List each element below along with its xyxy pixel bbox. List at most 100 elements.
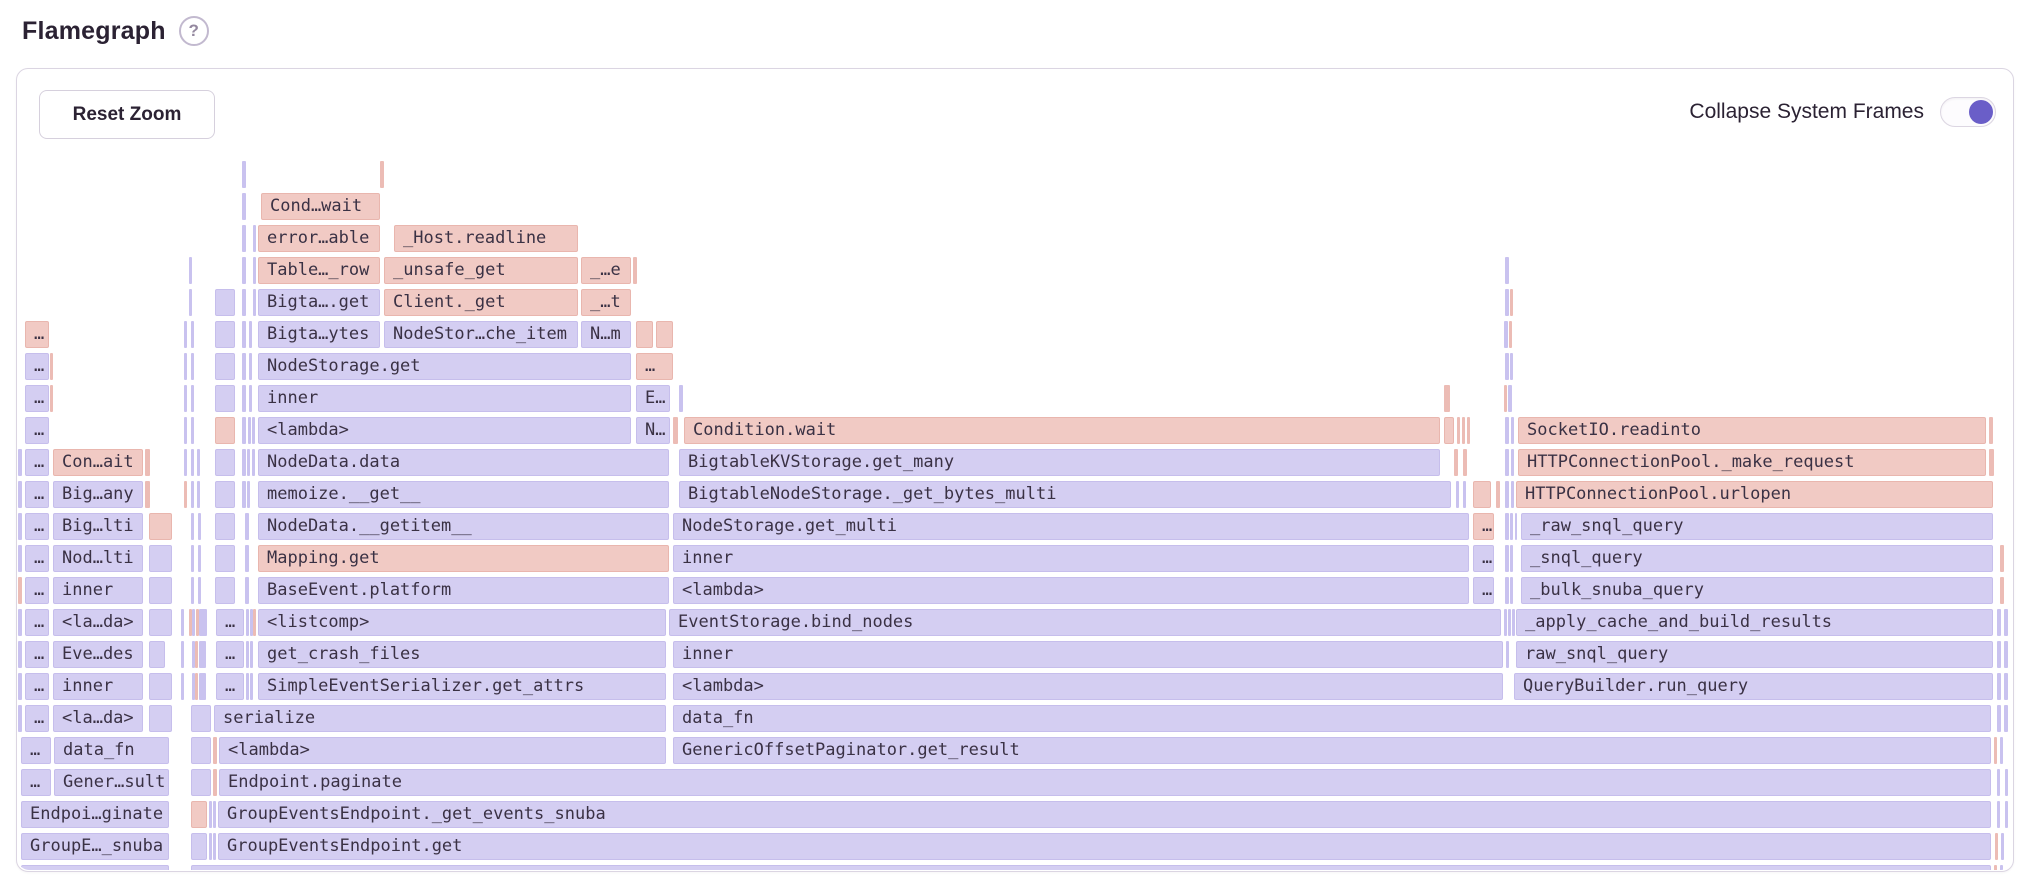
flame-frame-tick[interactable] — [1504, 385, 1507, 412]
flame-frame-tick[interactable] — [50, 353, 53, 380]
flame-frame[interactable]: BigtableKVStorage.get_many — [679, 449, 1440, 476]
flame-frame-tick[interactable] — [679, 385, 683, 412]
flame-frame-tick[interactable] — [1994, 865, 1997, 870]
flame-frame[interactable]: E… — [636, 385, 670, 412]
flame-frame[interactable]: Gener…sult — [54, 769, 169, 796]
flame-frame[interactable]: <la…da> — [53, 705, 143, 732]
help-icon[interactable]: ? — [178, 16, 209, 46]
flame-frame-tick[interactable] — [1510, 545, 1513, 572]
flame-frame-tick[interactable] — [198, 545, 201, 572]
flame-frame-tick[interactable] — [145, 449, 150, 476]
flame-frame-tick[interactable] — [184, 353, 187, 380]
flame-frame-tick[interactable] — [184, 449, 187, 476]
flame-frame[interactable]: Cond…wait — [261, 193, 380, 220]
flame-frame-tick[interactable] — [249, 321, 252, 348]
flame-frame[interactable]: Eve…des — [53, 641, 143, 668]
flame-frame[interactable]: _snql_query — [1521, 545, 1993, 572]
flame-frame[interactable]: … — [1473, 545, 1494, 572]
flame-frame[interactable]: Table…_row — [258, 257, 380, 284]
flame-frame-tick[interactable] — [191, 705, 211, 732]
flame-frame[interactable]: inner — [673, 641, 1503, 668]
flame-frame-tick[interactable] — [2004, 641, 2008, 668]
flame-frame[interactable]: … — [25, 449, 49, 476]
flame-frame-tick[interactable] — [242, 417, 246, 444]
flame-frame-tick[interactable] — [1509, 321, 1512, 348]
flame-frame-tick[interactable] — [673, 417, 678, 444]
flame-frame-tick[interactable] — [1505, 577, 1509, 604]
flame-frame-tick[interactable] — [1496, 481, 1500, 508]
flame-frame-tick[interactable] — [18, 577, 22, 604]
flame-frame-tick[interactable] — [252, 417, 255, 444]
flame-frame-tick[interactable] — [215, 449, 235, 476]
flame-frame-tick[interactable] — [250, 641, 253, 668]
flame-frame-tick[interactable] — [18, 449, 22, 476]
flame-frame-tick[interactable] — [149, 641, 165, 668]
flame-frame[interactable]: … — [216, 609, 244, 636]
flame-frame-tick[interactable] — [191, 833, 207, 860]
flame-frame[interactable]: data_fn — [54, 737, 169, 764]
flame-frame-tick[interactable] — [1505, 481, 1509, 508]
flame-frame-tick[interactable] — [149, 513, 172, 540]
flame-frame-tick[interactable] — [191, 801, 207, 828]
flame-frame-tick[interactable] — [250, 609, 253, 636]
flame-frame-tick[interactable] — [1505, 353, 1509, 380]
flame-frame[interactable]: _…t — [581, 289, 631, 316]
flame-frame[interactable]: _Host.readline — [394, 225, 578, 252]
flame-frame-tick[interactable] — [242, 225, 246, 252]
flame-frame-tick[interactable] — [242, 385, 246, 412]
flame-frame-tick[interactable] — [2000, 545, 2004, 572]
flame-frame-tick[interactable] — [191, 481, 194, 508]
flame-frame-tick[interactable] — [199, 641, 206, 668]
flame-frame-tick[interactable] — [213, 833, 216, 860]
flame-frame-tick[interactable] — [2004, 609, 2008, 636]
flame-frame-tick[interactable] — [21, 865, 169, 870]
flame-frame-tick[interactable] — [2004, 705, 2008, 732]
flame-frame-tick[interactable] — [242, 353, 246, 380]
flame-frame-tick[interactable] — [215, 481, 235, 508]
flame-frame-tick[interactable] — [242, 193, 246, 220]
flame-frame-tick[interactable] — [215, 353, 235, 380]
flame-frame-tick[interactable] — [247, 449, 250, 476]
flame-frame-tick[interactable] — [195, 641, 198, 668]
flame-frame-tick[interactable] — [184, 321, 187, 348]
flame-frame-tick[interactable] — [196, 609, 199, 636]
flame-frame-tick[interactable] — [191, 449, 194, 476]
flame-frame[interactable]: Bigta….get — [258, 289, 380, 316]
flame-frame[interactable]: … — [1473, 513, 1494, 540]
flame-frame[interactable]: … — [25, 353, 49, 380]
flame-frame-tick[interactable] — [191, 577, 194, 604]
flame-frame-tick[interactable] — [2004, 673, 2008, 700]
flame-frame-tick[interactable] — [242, 321, 246, 348]
flame-frame[interactable]: data_fn — [673, 705, 1991, 732]
flame-frame[interactable]: NodeStorage.get_multi — [673, 513, 1469, 540]
flame-frame-tick[interactable] — [191, 353, 194, 380]
flame-frame-tick[interactable] — [380, 161, 384, 188]
flame-frame[interactable]: Big…lti — [53, 513, 143, 540]
flame-frame-tick[interactable] — [1506, 641, 1509, 668]
flame-frame[interactable]: … — [1473, 577, 1494, 604]
flame-frame[interactable]: _…e — [581, 257, 631, 284]
flame-frame[interactable]: EventStorage.bind_nodes — [669, 609, 1501, 636]
flame-frame-tick[interactable] — [198, 513, 201, 540]
flame-frame-tick[interactable] — [2000, 577, 2004, 604]
flame-frame-tick[interactable] — [1505, 289, 1509, 316]
flame-frame[interactable]: Condition.wait — [684, 417, 1440, 444]
flame-frame-tick[interactable] — [18, 641, 22, 668]
flame-frame-tick[interactable] — [1505, 545, 1509, 572]
flame-frame-tick[interactable] — [1515, 513, 1517, 540]
flame-frame-tick[interactable] — [1457, 417, 1460, 444]
flame-frame-tick[interactable] — [633, 257, 637, 284]
flame-frame[interactable]: <listcomp> — [258, 609, 666, 636]
flame-frame[interactable]: get_crash_files — [258, 641, 666, 668]
flame-frame-tick[interactable] — [1463, 481, 1466, 508]
flame-frame[interactable]: NodeStor…che_item — [384, 321, 578, 348]
flame-frame-tick[interactable] — [195, 673, 198, 700]
flame-frame[interactable]: SimpleEventSerializer.get_attrs — [258, 673, 666, 700]
flame-frame-tick[interactable] — [1989, 449, 1994, 476]
flame-frame-tick[interactable] — [191, 769, 211, 796]
flame-frame-tick[interactable] — [242, 481, 246, 508]
flame-frame[interactable]: HTTPConnectionPool.urlopen — [1516, 481, 1993, 508]
flame-frame-tick[interactable] — [18, 673, 22, 700]
flame-frame-tick[interactable] — [18, 545, 22, 572]
flame-frame-tick[interactable] — [145, 481, 150, 508]
